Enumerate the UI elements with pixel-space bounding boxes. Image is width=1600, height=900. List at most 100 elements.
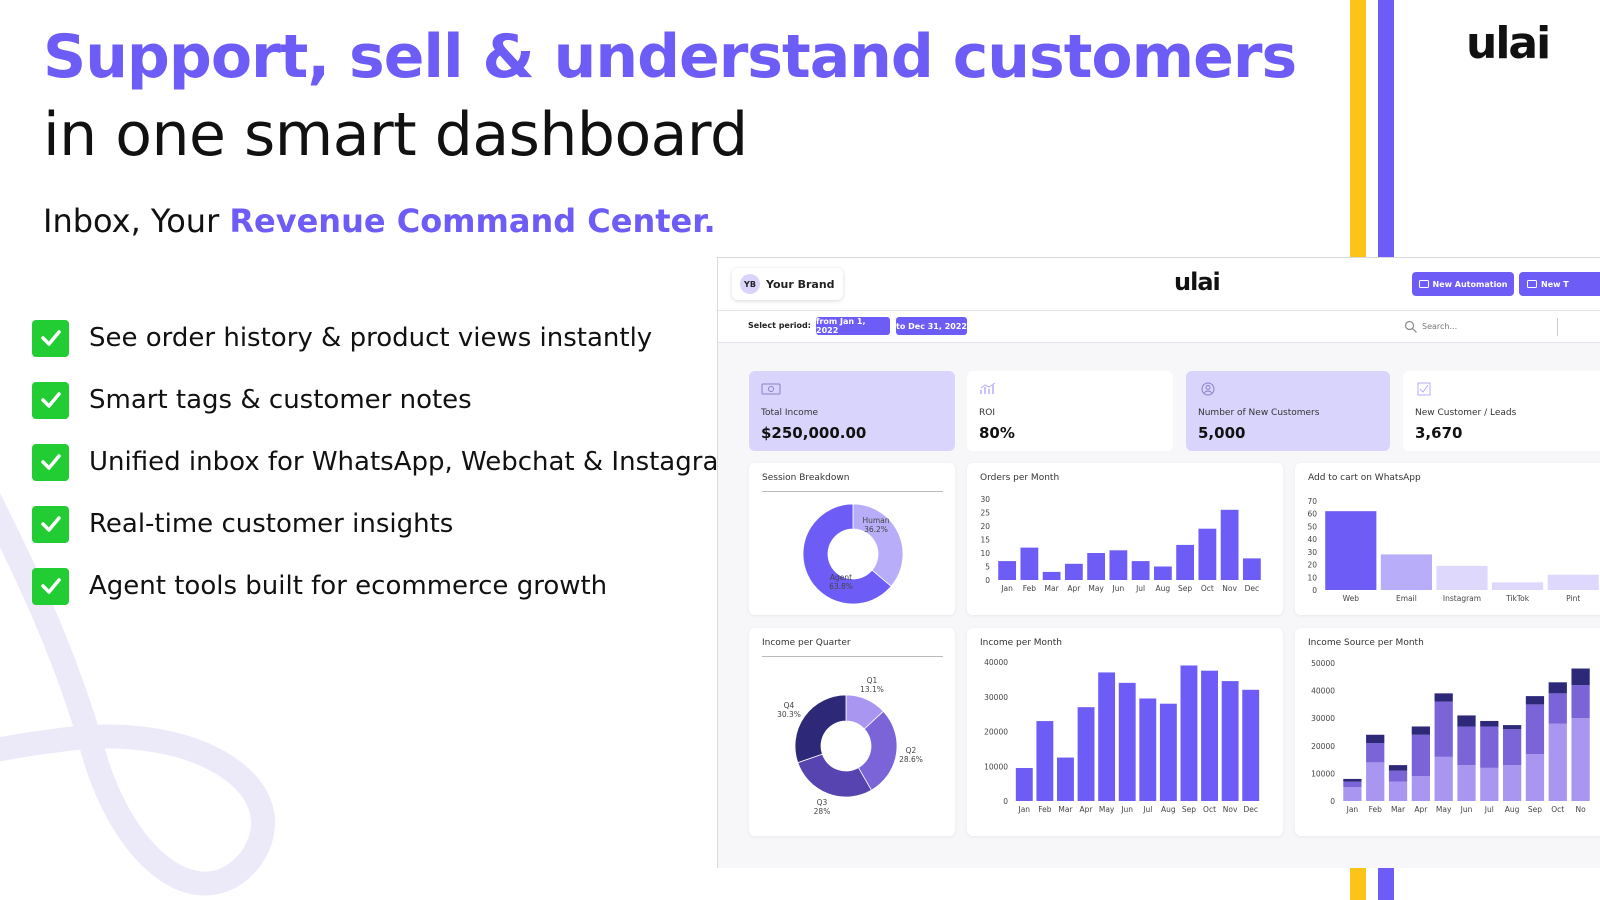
pie-label-name: Q3	[817, 798, 828, 807]
bar	[1242, 689, 1260, 801]
y-tick-label: 20	[1307, 561, 1317, 570]
session-breakdown-card: Session Breakdown Human 36.2% Agent 63.8%	[749, 463, 955, 615]
x-tick-label: May	[1436, 805, 1452, 814]
x-tick-label: No	[1575, 805, 1586, 814]
user-icon	[1201, 382, 1215, 396]
decor-bar-yellow-bottom	[1350, 868, 1366, 900]
stat-value: 3,670	[1415, 424, 1463, 442]
y-tick-label: 20	[980, 522, 990, 531]
search-icon	[1404, 320, 1417, 333]
bar-segment	[1571, 668, 1590, 686]
chart-title: Session Breakdown	[762, 473, 850, 483]
bar-segment	[1411, 776, 1430, 801]
bar-segment	[1343, 781, 1362, 788]
x-tick-label: Sep	[1528, 805, 1542, 814]
bar	[1139, 698, 1157, 801]
period-label: Select period:	[748, 321, 811, 330]
new-button[interactable]: New T	[1519, 272, 1600, 296]
headline-accent: Support, sell & understand customers	[43, 22, 1297, 92]
x-tick-label: Jun	[1112, 584, 1125, 593]
pie-label-name: Q2	[906, 746, 917, 755]
y-tick-label: 0	[1003, 797, 1008, 806]
dashboard-preview: YB Your Brand ulai New Automation New T …	[717, 257, 1600, 868]
chart-title: Income Source per Month	[1308, 638, 1424, 648]
x-tick-label: Dec	[1243, 805, 1258, 814]
add-to-cart-card: Add to cart on WhatsApp 0 10 20 30 40 50 60 70 W…	[1295, 463, 1600, 615]
pie-slice	[802, 503, 892, 605]
x-tick-label: Email	[1396, 594, 1417, 603]
period-from-chip[interactable]: from Jan 1, 2022	[816, 317, 890, 335]
checkmark-icon	[32, 443, 69, 481]
period-to-chip[interactable]: to Dec 31, 2022	[896, 317, 967, 335]
feature-text: Unified inbox for WhatsApp, Webchat & In…	[89, 447, 744, 477]
x-tick-label: Apr	[1080, 805, 1094, 814]
period-bar: Select period: from Jan 1, 2022 to Dec 3…	[718, 311, 1600, 343]
x-tick-label: Jun	[1460, 805, 1473, 814]
bar-segment	[1548, 682, 1567, 694]
income-source-card: Income Source per Month 0 10000 20000 30000…	[1295, 628, 1600, 836]
x-tick-label: Web	[1343, 594, 1360, 603]
x-tick-label: Apr	[1067, 584, 1081, 593]
feature-text: Real-time customer insights	[89, 509, 454, 539]
bar-segment	[1503, 725, 1522, 730]
pie-label-value: 28.6%	[899, 755, 923, 764]
add-to-cart-chart: 0 10 20 30 40 50 60 70 Web Email Instagram TikTok Pi…	[1307, 497, 1599, 603]
x-tick-label: Nov	[1223, 805, 1238, 814]
y-tick-label: 30000	[1311, 714, 1335, 723]
feature-item: Real-time customer insights	[32, 504, 744, 544]
stat-value: 5,000	[1198, 424, 1246, 442]
y-tick-label: 10	[980, 549, 990, 558]
chart-title: Add to cart on WhatsApp	[1308, 473, 1421, 483]
x-tick-label: Apr	[1414, 805, 1428, 814]
y-tick-label: 0	[1330, 797, 1335, 806]
bar	[1201, 670, 1218, 801]
bar-segment	[1480, 726, 1499, 768]
y-tick-label: 60	[1307, 510, 1317, 519]
pie-label-value: 63.8%	[829, 582, 853, 591]
bar	[1492, 582, 1544, 590]
new-icon	[1527, 280, 1537, 288]
bar	[1015, 767, 1033, 801]
stat-card-roi: ROI 80%	[967, 371, 1173, 451]
bar-segment	[1503, 765, 1522, 801]
new-automation-button[interactable]: New Automation	[1412, 272, 1514, 296]
y-tick-label: 50	[1307, 522, 1317, 531]
x-tick-label: Sep	[1182, 805, 1196, 814]
bar-segment	[1366, 762, 1385, 801]
x-tick-label: May	[1088, 584, 1104, 593]
x-tick-label: Aug	[1161, 805, 1176, 814]
y-tick-label: 15	[980, 536, 990, 545]
x-tick-label: Feb	[1038, 805, 1052, 814]
x-tick-label: Aug	[1156, 584, 1171, 593]
dashboard-header: YB Your Brand ulai New Automation New T	[718, 258, 1600, 311]
x-tick-label: Jan	[1000, 584, 1013, 593]
bar	[1109, 550, 1128, 580]
x-tick-label: Pint	[1566, 594, 1580, 603]
chart-title: Income per Quarter	[762, 638, 851, 648]
feature-text: Agent tools built for ecommerce growth	[89, 571, 608, 601]
y-tick-label: 25	[980, 509, 990, 518]
x-tick-label: TikTok	[1505, 594, 1530, 603]
x-tick-label: Oct	[1201, 584, 1214, 593]
subheadline-plain: Inbox, Your	[43, 202, 230, 240]
x-tick-label: Jul	[1135, 584, 1145, 593]
pie-label-name: Human	[862, 516, 889, 525]
bar	[1180, 665, 1198, 801]
decor-bar-yellow	[1350, 0, 1366, 257]
pie-label-value: 13.1%	[860, 685, 884, 694]
bar	[1436, 565, 1488, 590]
bar-segment	[1411, 734, 1430, 777]
bar	[1242, 558, 1261, 580]
x-tick-label: Feb	[1369, 805, 1383, 814]
pie-slice	[852, 503, 904, 587]
search-input[interactable]: Search...	[1422, 322, 1458, 331]
bar-segment	[1548, 693, 1567, 724]
pie-label-value: 30.3%	[777, 710, 801, 719]
bar	[1198, 528, 1217, 580]
bar-segment	[1457, 765, 1476, 801]
stat-label: ROI	[979, 408, 995, 418]
x-tick-label: Nov	[1222, 584, 1237, 593]
brand-selector[interactable]: YB Your Brand	[732, 268, 843, 300]
feature-text: Smart tags & customer notes	[89, 385, 472, 415]
x-tick-label: Jul	[1484, 805, 1494, 814]
